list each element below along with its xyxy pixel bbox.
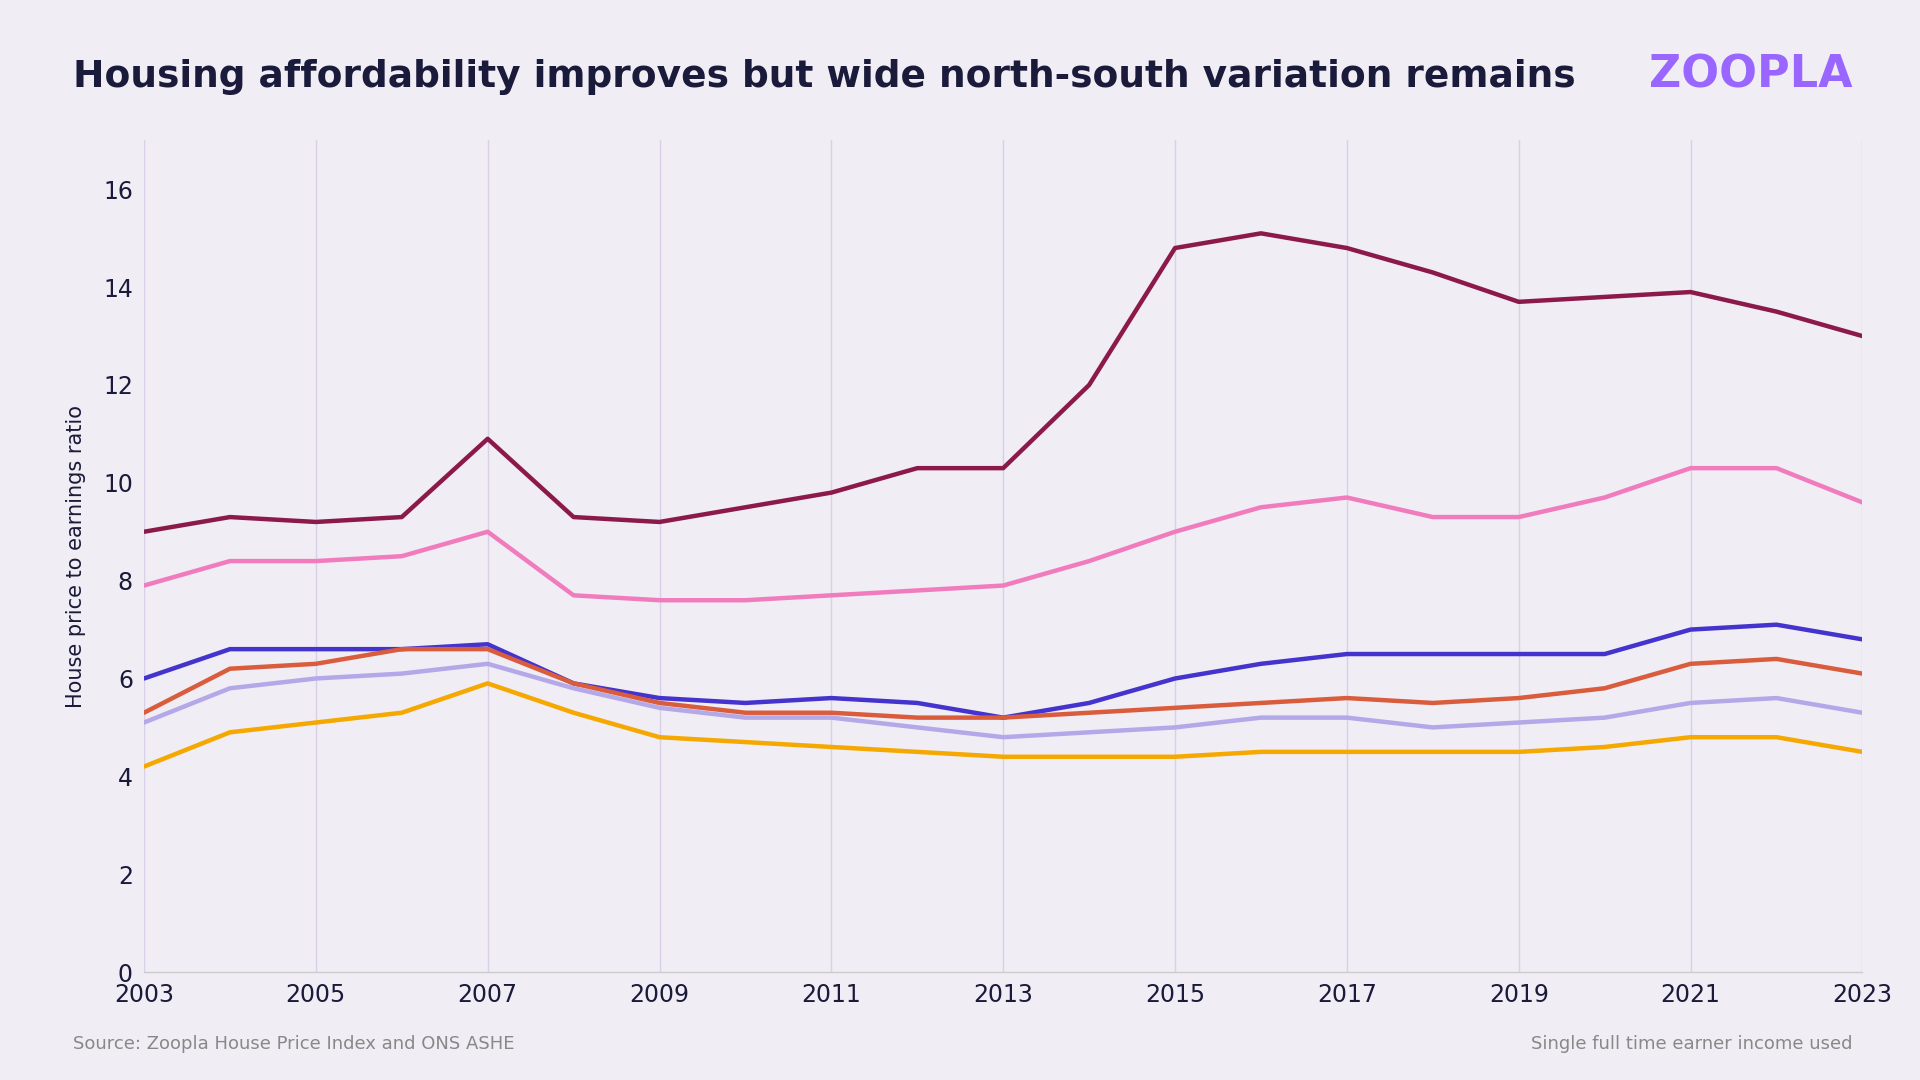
Text: Single full time earner income used: Single full time earner income used — [1532, 1035, 1853, 1053]
Text: ZOOPLA: ZOOPLA — [1649, 54, 1853, 97]
Y-axis label: House price to earnings ratio: House price to earnings ratio — [67, 405, 86, 707]
Text: Housing affordability improves but wide north-south variation remains: Housing affordability improves but wide … — [73, 59, 1576, 95]
Text: Source: Zoopla House Price Index and ONS ASHE: Source: Zoopla House Price Index and ONS… — [73, 1035, 515, 1053]
